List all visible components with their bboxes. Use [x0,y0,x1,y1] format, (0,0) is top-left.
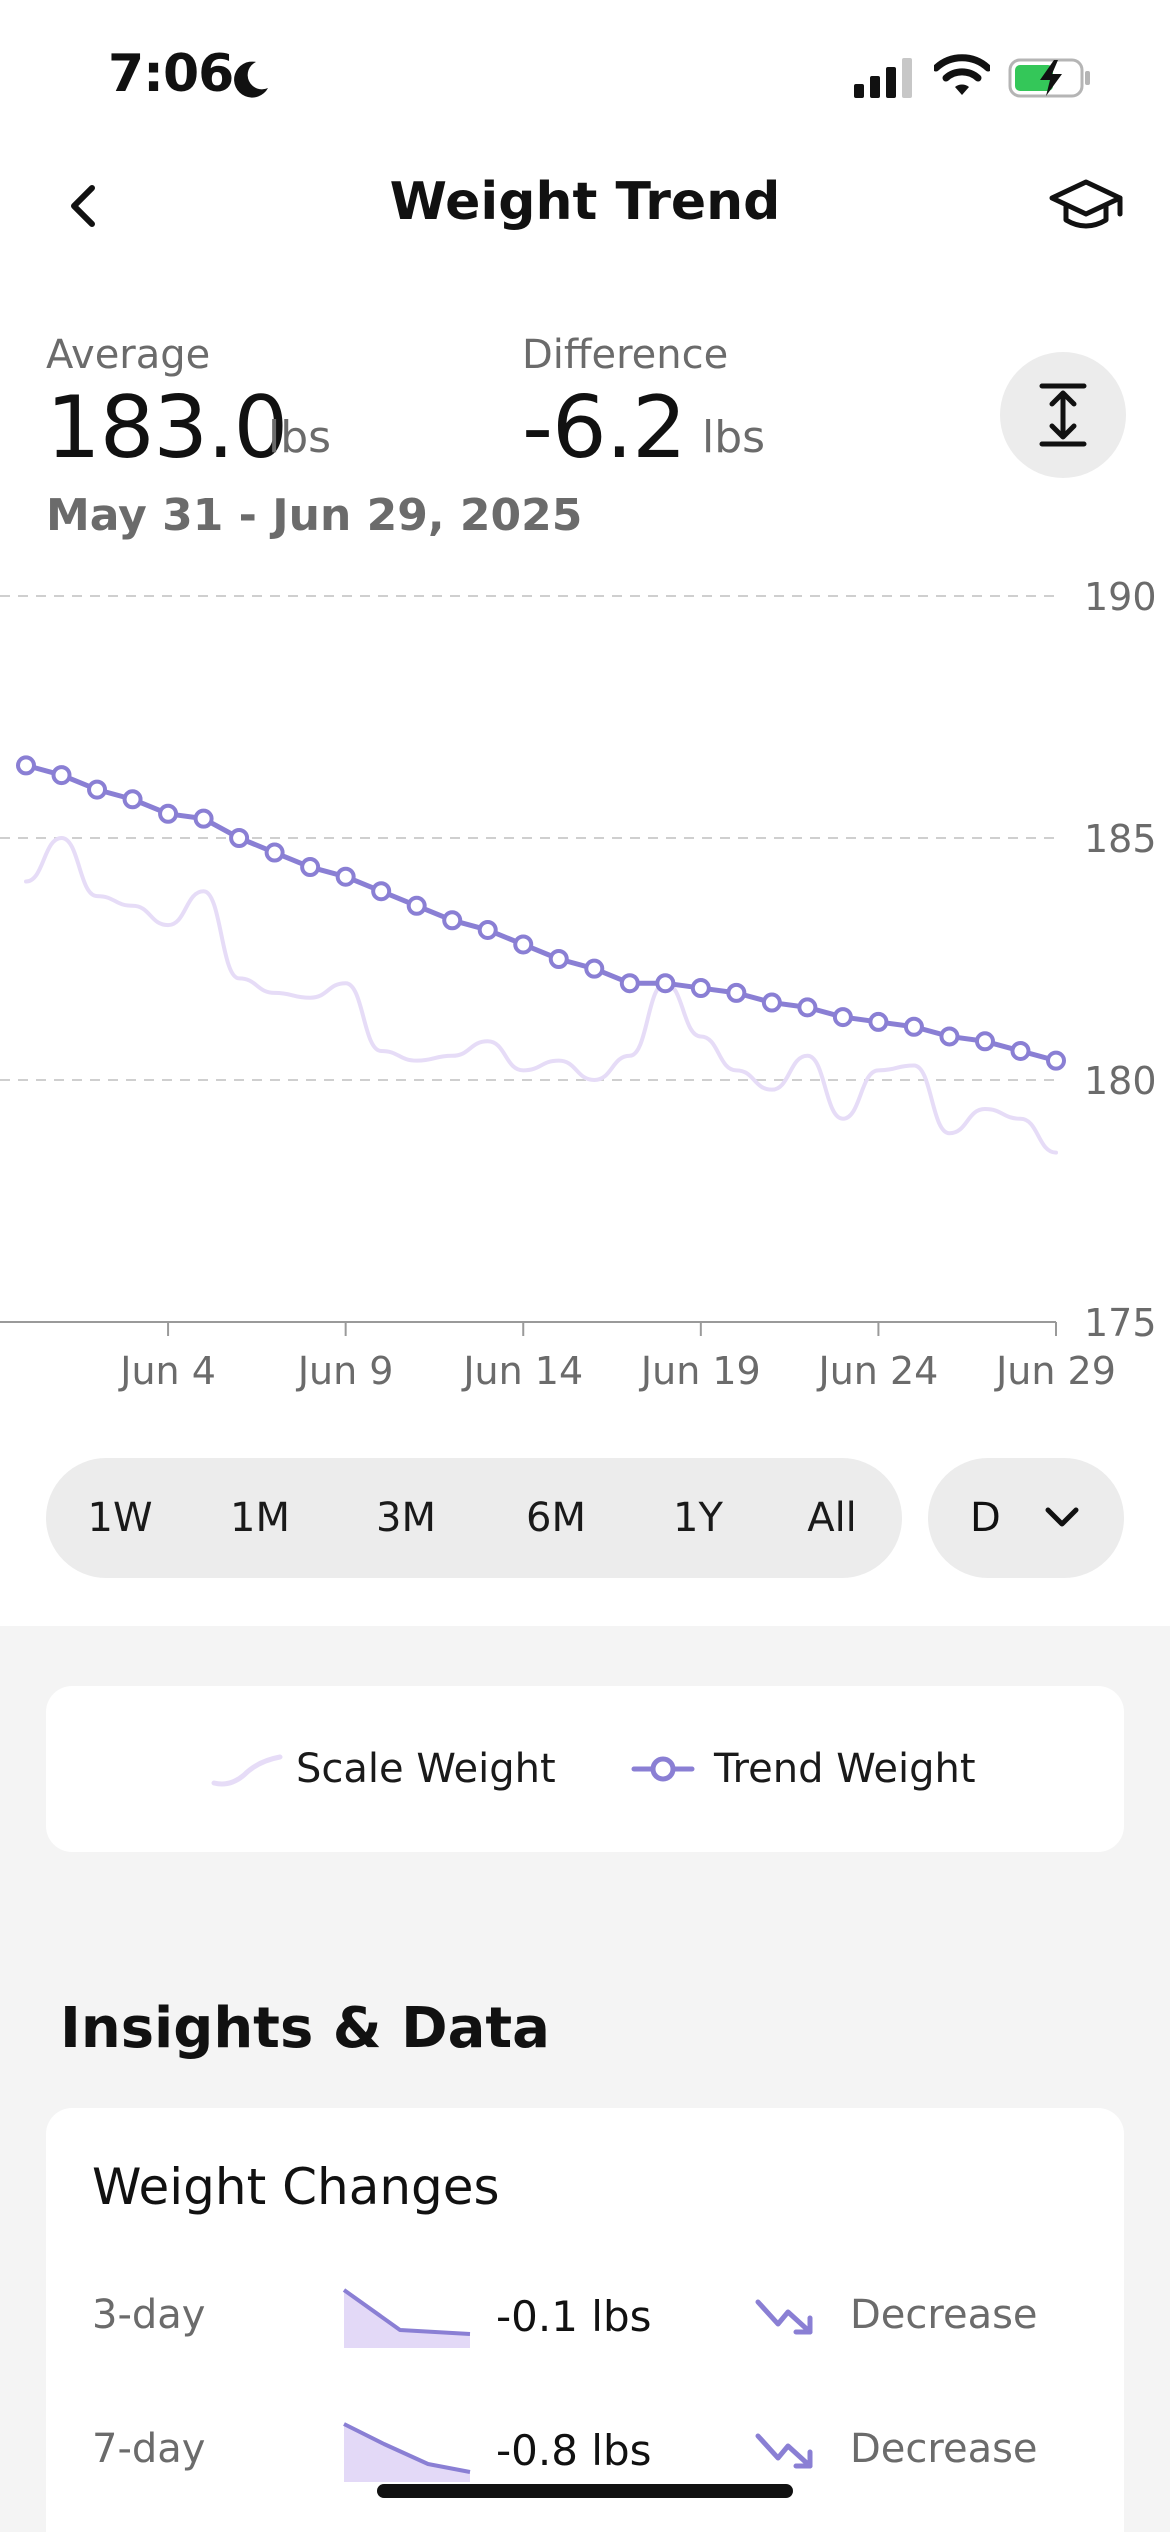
back-button[interactable] [52,174,116,238]
trend-weight-point[interactable] [903,1016,924,1037]
y-tick-label: 175 [1084,1301,1157,1345]
range-option-6m[interactable]: 6M [526,1495,586,1541]
trend-weight-point[interactable] [406,895,427,916]
trend-weight-point[interactable] [761,992,782,1013]
x-tick-label: Jun 29 [994,1349,1116,1393]
sparkline [342,2288,471,2348]
scale-toggle-button[interactable] [1000,352,1126,478]
trend-weight-point[interactable] [797,997,818,1018]
home-indicator [377,2484,793,2498]
change-value: -0.1 lbs [496,2292,652,2341]
y-tick-label: 190 [1084,575,1157,619]
status-time: 7:06 [108,44,234,104]
trend-weight-point[interactable] [371,881,392,902]
trend-weight-point[interactable] [122,789,143,810]
average-value: 183.0 [46,378,288,478]
trend-weight-point[interactable] [939,1026,960,1047]
trend-weight-point[interactable] [726,982,747,1003]
trend-weight-point[interactable] [229,828,250,848]
range-option-all[interactable]: All [807,1495,857,1541]
trend-weight-point[interactable] [513,934,534,955]
average-unit: lbs [268,412,332,463]
range-option-1y[interactable]: 1Y [673,1495,723,1541]
insights-heading: Insights & Data [60,1996,550,2061]
range-option-1m[interactable]: 1M [230,1495,290,1541]
trend-weight-point[interactable] [300,857,321,878]
page-title: Weight Trend [389,172,781,232]
trend-weight-point[interactable] [868,1011,889,1032]
trend-weight-point[interactable] [51,765,72,786]
trend-down-icon [755,2433,813,2469]
x-tick-label: Jun 19 [639,1349,761,1393]
change-row-7-day: 7-day -0.8 lbs Decrease [46,2418,1124,2498]
legend-trend-weight: Trend Weight [628,1686,976,1852]
range-option-3m[interactable]: 3M [376,1495,436,1541]
difference-unit: lbs [702,412,766,463]
trend-weight-point[interactable] [87,779,108,800]
weight-trend-chart[interactable]: 190 185 180 175 Jun 4 Jun 9 Jun 14 Jun 19 Jun 24… [0,560,1170,1410]
weight-changes-card[interactable]: Weight Changes 3-day -0.1 lbs Decrease 7… [46,2108,1124,2532]
trend-weight-point[interactable] [690,978,711,999]
trend-weight-point[interactable] [619,973,640,994]
moon-icon [234,61,268,98]
x-tick-label: Jun 4 [118,1349,216,1393]
trend-weight-point[interactable] [548,949,569,969]
trend-weight-point[interactable] [193,808,214,829]
trend-weight-point[interactable] [974,1031,995,1052]
scale-weight-line [24,835,1058,1155]
difference-label: Difference [522,332,729,378]
trend-weight-point[interactable] [1046,1050,1066,1071]
date-range: May 31 - Jun 29, 2025 [46,490,583,541]
trend-weight-point[interactable] [158,803,179,824]
x-tick-label: Jun 14 [461,1349,583,1393]
trend-weight-point[interactable] [16,755,36,776]
y-tick-label: 185 [1084,817,1157,861]
status-bar: 7:06 [0,0,1170,150]
trend-weight-point[interactable] [655,973,676,994]
legend-scale-label: Scale Weight [296,1746,556,1792]
range-option-1w[interactable]: 1W [87,1495,153,1541]
x-tick-label: Jun 24 [817,1349,939,1393]
trend-weight-point[interactable] [584,958,605,979]
change-row-3-day: 3-day -0.1 lbs Decrease [46,2284,1124,2364]
scale-weight-swatch [211,1754,283,1787]
trend-weight-point[interactable] [442,910,463,931]
chevron-down-icon [1045,1507,1079,1527]
wifi-icon [934,54,990,95]
battery-charging-icon [1008,58,1090,98]
change-status: Decrease [850,2426,1038,2472]
sparkline [343,2422,471,2482]
difference-value: -6.2 [522,378,687,478]
y-tick-label: 180 [1084,1059,1157,1103]
nav-bar: Weight Trend [0,160,1170,250]
period-dropdown-label: D [970,1495,1001,1541]
x-tick-label: Jun 9 [296,1349,394,1393]
trend-weight-point[interactable] [264,842,285,863]
graduation-cap-icon[interactable] [1046,174,1126,238]
trend-weight-point[interactable] [477,919,498,940]
trend-weight-line [25,762,1057,1064]
legend-trend-label: Trend Weight [714,1746,976,1792]
range-selector: 1W 1M 3M 6M 1Y All [46,1458,902,1578]
period-dropdown[interactable]: D [928,1458,1124,1578]
trend-weight-point[interactable] [1010,1040,1031,1061]
weight-summary: Average 183.0 lbs Difference -6.2 lbs Ma… [46,332,1126,552]
legend-scale-weight: Scale Weight [210,1686,556,1852]
change-period: 7-day [92,2426,206,2472]
chart-legend: Scale Weight Trend Weight [46,1686,1124,1852]
average-label: Average [46,332,211,378]
trend-weight-swatch [631,1756,695,1782]
trend-weight-point[interactable] [832,1007,853,1028]
signal-icon [854,58,912,98]
trend-weight-point[interactable] [335,866,356,887]
expand-vertical-icon [1039,383,1087,447]
change-status: Decrease [850,2292,1038,2338]
change-period: 3-day [92,2292,206,2338]
trend-down-icon [755,2299,813,2335]
change-value: -0.8 lbs [496,2426,652,2475]
weight-changes-title: Weight Changes [92,2158,500,2216]
